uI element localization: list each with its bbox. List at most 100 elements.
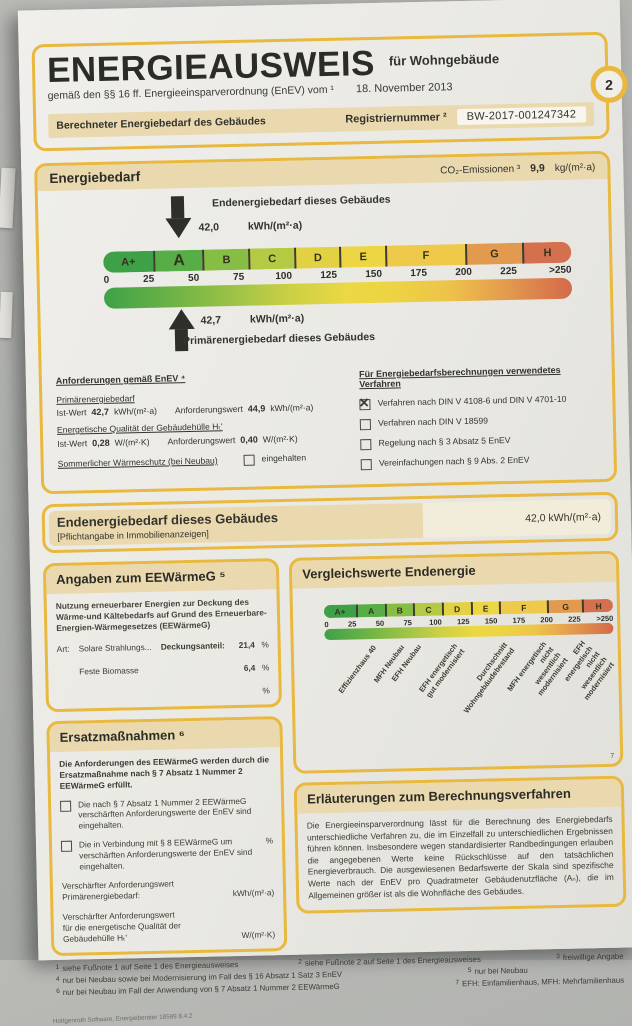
co2-label: CO₂-Emissionen ³ — [440, 163, 521, 176]
method-option: Verfahren nach DIN V 18599 — [378, 415, 489, 428]
ist-label: Ist-Wert — [57, 438, 88, 449]
class-cell: D — [293, 246, 340, 269]
eewaermeg-box: Angaben zum EEWärmeG ⁵ Nutzung erneuerba… — [42, 558, 283, 713]
footnote-mark: 5 — [467, 967, 472, 975]
sharp-req-unit: kWh/(m²·a) — [232, 887, 275, 899]
vergleichswerte-box: Vergleichswerte Endenergie A+ A B C D E — [288, 550, 624, 774]
banner-value: 42,0 kWh/(m²·a) — [422, 498, 612, 538]
section-title: Energiebedarf — [49, 169, 141, 187]
method-option: Regelung nach § 3 Absatz 5 EnEV — [378, 435, 511, 448]
class-cell: H — [521, 241, 572, 264]
end-energy-unit: kWh/(m²·a) — [247, 219, 303, 233]
req-label: Anforderungswert — [174, 403, 243, 416]
footnote-mark: 7 — [610, 752, 615, 760]
checkbox-unchecked — [60, 840, 73, 852]
checkbox-eingehalten — [243, 454, 255, 466]
class-cell: F — [384, 243, 466, 267]
share-unit: % — [262, 685, 270, 696]
requirements-heading: Anforderungen gemäß EnEV ⁴ — [55, 373, 186, 386]
ersatz-option: Die nach § 7 Absatz 1 Nummer 2 EEWärmeG … — [77, 795, 252, 831]
tick: 100 — [275, 270, 293, 283]
class-cell-current: A — [153, 249, 203, 272]
page-number-badge: 2 — [590, 65, 628, 104]
erlaeuterungen-box: Erläuterungen zum Berechnungsverfahren D… — [293, 775, 627, 914]
req-unit: W/(m²·K) — [262, 433, 298, 445]
tick: 225 — [500, 265, 518, 278]
ist-unit: kWh/(m²·a) — [113, 405, 158, 417]
section-title: Angaben zum EEWärmeG ⁵ — [56, 568, 226, 587]
sharp-req-unit: W/(m²·K) — [241, 928, 276, 940]
class-cell: A+ — [323, 604, 356, 619]
eewaermeg-description: Nutzung erneuerbarer Energien zur Deckun… — [55, 596, 267, 633]
page-number: 2 — [604, 76, 614, 93]
method-heading: Für Energiebedarfsberechnungen verwendet… — [358, 364, 561, 390]
art-value: Feste Biomasse — [79, 665, 139, 677]
registry-number: BW-2017-001247342 — [456, 106, 587, 126]
footnotes: 1 siehe Fußnote 1 auf Seite 1 des Energie… — [52, 952, 629, 998]
erlaeuterungen-text: Die Energieeinsparverordnung lässt für d… — [306, 813, 614, 901]
check-x-icon: ✕ — [358, 395, 370, 411]
co2-unit: kg/(m²·a) — [554, 161, 596, 174]
class-cell: G — [546, 599, 583, 614]
primary-energy-unit: kWh/(m²·a) — [249, 312, 305, 326]
document-subtitle: für Wohngebäude — [388, 51, 500, 69]
ersatz-intro: Die Anforderungen des EEWärmeG werden du… — [59, 754, 270, 791]
method-option: Vereinfachungen nach § 9 Abs. 2 EnEV — [378, 454, 530, 468]
class-cell: G — [464, 242, 523, 265]
comparison-label: EFH energetisch gut modernisiert — [416, 641, 467, 700]
class-cell: A — [355, 603, 385, 618]
ist-value: 42,7 — [91, 406, 110, 418]
footnote-mark: 1 — [55, 964, 60, 972]
tick: 200 — [540, 615, 553, 625]
class-cell: A+ — [103, 250, 154, 273]
software-credit: Hottgenroth Software, Energieberater 185… — [52, 1012, 193, 1026]
tick: 75 — [232, 271, 245, 284]
end-energy-label: Endenergiebedarf dieses Gebäudes — [211, 193, 391, 210]
energy-certificate-page: ENERGIEAUSWEIS für Wohngebäude gemäß den… — [17, 0, 632, 1025]
footnote-mark: 3 — [556, 953, 560, 961]
end-energy-arrow-icon — [164, 196, 192, 239]
req-value: 44,9 — [247, 403, 266, 414]
share-unit: % — [261, 639, 269, 650]
endenergie-banner: Endenergiebedarf dieses Gebäudes [Pflich… — [41, 491, 619, 554]
comparison-label: EFH energetisch nicht wesentlich moderni… — [561, 638, 616, 702]
ersatz-option: Die in Verbindung mit § 8 EEWärmeG um ve… — [78, 836, 253, 872]
req-label: Anforderungswert — [167, 435, 236, 447]
co2-value: 9,9 — [530, 161, 545, 175]
sharp-req-label: Verschärfter Anforderungswert für die en… — [62, 909, 181, 944]
footnote-text: EFH: Einfamilienhaus, MFH: Mehrfamilienh… — [461, 975, 625, 989]
energy-scale: Endenergiebedarf dieses Gebäudes 42,0 kW… — [102, 184, 573, 369]
tick: 50 — [187, 272, 200, 285]
ist-label: Ist-Wert — [56, 407, 87, 418]
enev-requirements: Anforderungen gemäß EnEV ⁴ Primärenergie… — [56, 370, 345, 477]
section-label: Berechneter Energiebedarf des Gebäudes — [56, 115, 266, 132]
paper-edge — [0, 291, 13, 339]
paper-edge — [0, 167, 16, 229]
class-cell: F — [498, 600, 548, 615]
checkbox-label: eingehalten — [261, 452, 307, 464]
share-value: 6,4 — [243, 662, 256, 674]
tick: >250 — [596, 613, 614, 624]
footnote-text: siehe Fußnote 2 auf Seite 1 des Energiea… — [304, 955, 481, 968]
class-cell: B — [384, 603, 414, 617]
art-label: Art: — [56, 644, 70, 655]
primary-energy-value: 42,7 — [200, 314, 222, 327]
tick: 175 — [410, 267, 428, 280]
footnote-mark: 2 — [298, 958, 302, 967]
comparison-scale: A+ A B C D E F G H 0 — [323, 598, 615, 761]
comparison-label: Effizienzhaus 40 — [336, 643, 379, 695]
tick: 125 — [456, 616, 470, 627]
class-cell: H — [582, 598, 614, 613]
footnote-text: freiwillige Angabe — [562, 951, 624, 963]
checkbox-checked: ✕ — [358, 395, 371, 411]
art-value: Solare Strahlungs... — [78, 642, 152, 654]
tick: 25 — [347, 619, 357, 629]
section-title: Ersatzmaßnahmen ⁶ — [59, 727, 185, 746]
row-label: Sommerlicher Wärmeschutz (bei Neubau) — [57, 455, 218, 469]
tick: 150 — [484, 616, 498, 626]
share-value: 21,4 — [238, 639, 255, 651]
percent-unit: % — [265, 835, 274, 846]
ersatzmassnahmen-box: Ersatzmaßnahmen ⁶ Die Anforderungen des … — [46, 716, 288, 957]
section-title: Erläuterungen zum Berechnungsverfahren — [307, 785, 571, 807]
